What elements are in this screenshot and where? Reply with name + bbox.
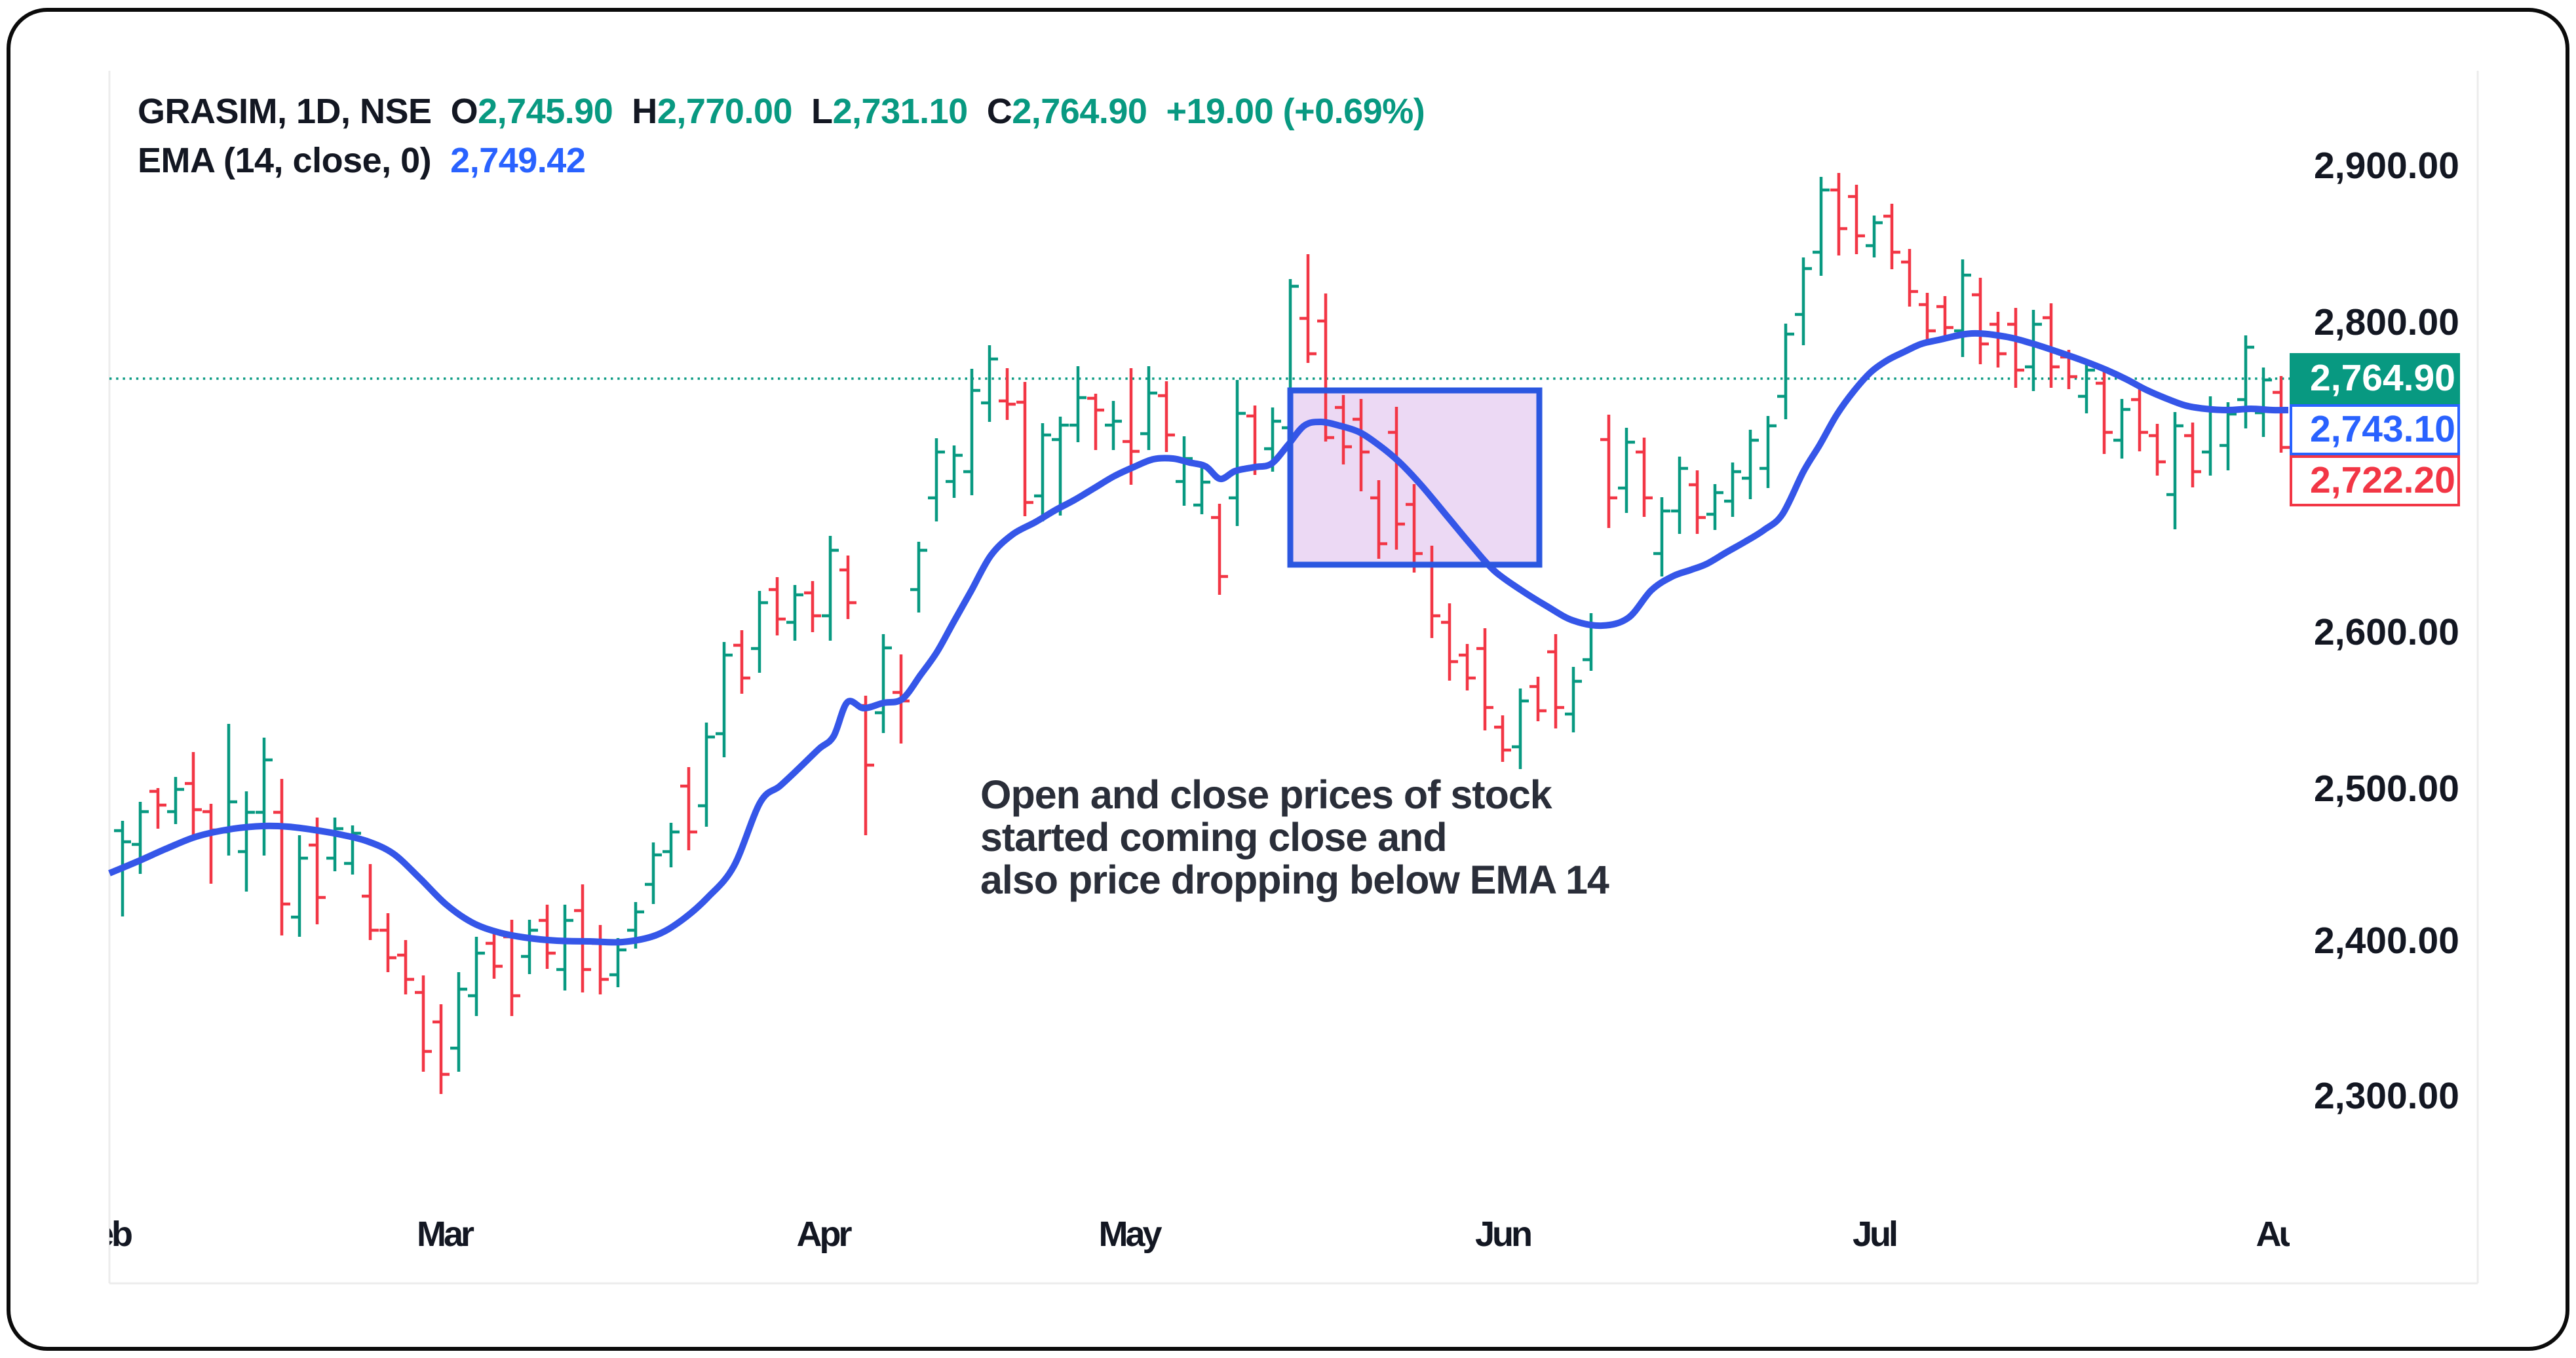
svg-text:EMA (14, close, 0) 2,749.42: EMA (14, close, 0) 2,749.42 xyxy=(138,141,585,180)
svg-text:GRASIM, 1D, NSE O2,745.90 H2: GRASIM, 1D, NSE O2,745.90 H2,770.00 L2,7… xyxy=(138,92,1425,131)
svg-text:2,800.00: 2,800.00 xyxy=(2314,301,2459,343)
svg-text:2,400.00: 2,400.00 xyxy=(2314,920,2459,962)
svg-text:Aug: Aug xyxy=(2256,1215,2318,1254)
svg-text:2,600.00: 2,600.00 xyxy=(2314,611,2459,653)
svg-text:Feb: Feb xyxy=(75,1215,132,1254)
svg-text:started coming close and: started coming close and xyxy=(980,815,1447,859)
svg-text:Jul: Jul xyxy=(1853,1215,1896,1254)
svg-text:May: May xyxy=(1098,1215,1162,1254)
svg-text:Jun: Jun xyxy=(1475,1215,1531,1254)
svg-text:2,743.10: 2,743.10 xyxy=(2310,408,2455,450)
svg-text:Apr: Apr xyxy=(797,1215,853,1254)
svg-text:2,900.00: 2,900.00 xyxy=(2314,145,2459,187)
svg-text:2,300.00: 2,300.00 xyxy=(2314,1075,2459,1117)
svg-text:2,500.00: 2,500.00 xyxy=(2314,768,2459,810)
svg-text:2,722.20: 2,722.20 xyxy=(2310,459,2455,501)
svg-text:also price dropping below EMA: also price dropping below EMA 14 xyxy=(980,858,1609,902)
svg-text:Mar: Mar xyxy=(417,1215,474,1254)
svg-text:Open and close prices of stock: Open and close prices of stock xyxy=(980,772,1552,817)
svg-text:2,764.90: 2,764.90 xyxy=(2310,357,2455,399)
